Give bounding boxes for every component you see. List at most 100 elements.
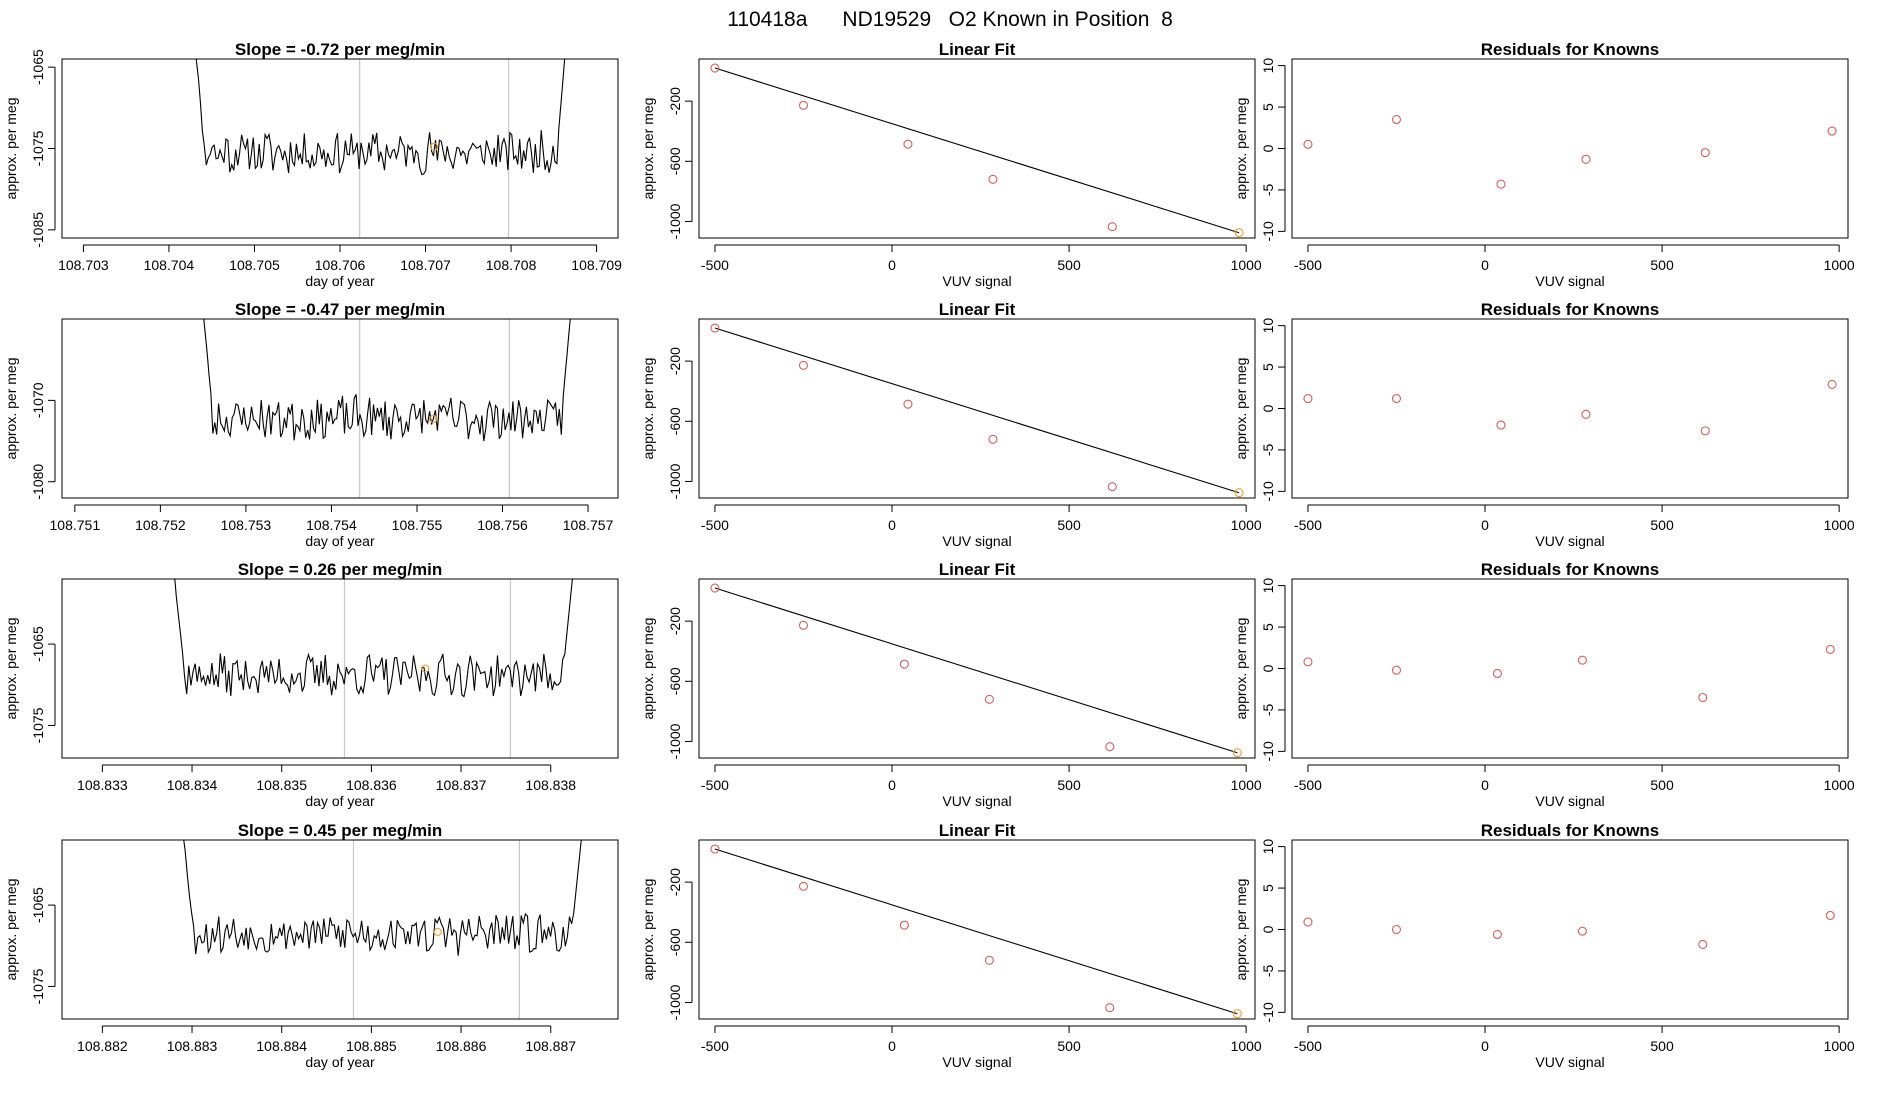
y-axis: -1065 -1075 -1085 approx. per meg bbox=[3, 49, 56, 248]
x-axis-label: VUV signal bbox=[942, 1054, 1011, 1070]
data-point bbox=[903, 399, 913, 409]
plot-frame bbox=[698, 839, 1256, 1020]
panel-8: -500 0 500 1000 VUV signal -200 -600 -1000 appro… bbox=[640, 560, 1262, 809]
y-tick-label: 0 bbox=[1260, 144, 1276, 152]
y-tick-label: -600 bbox=[667, 928, 683, 956]
x-axis-label: VUV signal bbox=[1535, 533, 1604, 549]
y-tick-label: -5 bbox=[1260, 703, 1276, 716]
panel-title: Slope = -0.72 per meg/min bbox=[235, 40, 445, 59]
y-tick-label: -600 bbox=[667, 147, 683, 175]
data-point bbox=[1825, 910, 1835, 920]
y-tick-label: 5 bbox=[1260, 623, 1276, 631]
y-tick-label: -200 bbox=[667, 87, 683, 115]
data-trace bbox=[195, 59, 566, 176]
y-axis-label: approx. per meg bbox=[1233, 879, 1249, 981]
x-tick-label: 108.704 bbox=[144, 257, 195, 273]
data-trace bbox=[203, 319, 571, 442]
y-axis: -200 -600 -1000 approx. per meg bbox=[640, 87, 693, 239]
y-axis-label: approx. per meg bbox=[3, 358, 19, 460]
x-axis: 108.882 108.883 108.884 108.885 108.886 108.8… bbox=[77, 1025, 576, 1070]
y-tick-label: -1065 bbox=[30, 49, 46, 85]
y-tick-label: -10 bbox=[1260, 741, 1276, 761]
x-axis: -500 0 500 1000 VUV signal bbox=[701, 1025, 1262, 1070]
x-tick-label: -500 bbox=[1294, 257, 1322, 273]
x-tick-label: -500 bbox=[1294, 1038, 1322, 1054]
y-axis: 10 5 0 -5 -10 approx. per meg bbox=[1233, 578, 1286, 761]
x-axis: -500 0 500 1000 VUV signal bbox=[1294, 244, 1855, 289]
y-axis: 10 5 0 -5 -10 approx. per meg bbox=[1233, 318, 1286, 501]
panel-title: Residuals for Knowns bbox=[1481, 40, 1660, 59]
panel-4: 108.751 108.752 108.753 108.754 108.755 108.7… bbox=[3, 300, 619, 549]
y-axis-label: approx. per meg bbox=[1233, 98, 1249, 200]
panel-11: -500 0 500 1000 VUV signal -200 -600 -1000 appro… bbox=[640, 821, 1262, 1070]
y-tick-label: -1065 bbox=[30, 626, 46, 662]
y-tick-label: -10 bbox=[1260, 1002, 1276, 1022]
x-tick-label: 0 bbox=[888, 777, 896, 793]
y-axis: 10 5 0 -5 -10 approx. per meg bbox=[1233, 58, 1286, 241]
panel-7: 108.833 108.834 108.835 108.836 108.837 108.8… bbox=[3, 560, 619, 809]
x-tick-label: 108.754 bbox=[306, 517, 357, 533]
x-tick-label: 1000 bbox=[1824, 777, 1855, 793]
x-tick-label: 0 bbox=[888, 517, 896, 533]
x-tick-label: 1000 bbox=[1824, 257, 1855, 273]
x-tick-label: 0 bbox=[1481, 1038, 1489, 1054]
x-tick-label: 1000 bbox=[1231, 1038, 1262, 1054]
data-point bbox=[1496, 179, 1506, 189]
x-tick-label: 108.883 bbox=[167, 1038, 218, 1054]
x-tick-label: 108.709 bbox=[571, 257, 622, 273]
y-tick-label: -5 bbox=[1260, 183, 1276, 196]
y-tick-label: -1075 bbox=[30, 968, 46, 1004]
y-axis-label: approx. per meg bbox=[1233, 358, 1249, 460]
panels: 108.703 108.704 108.705 108.706 108.707 108.7… bbox=[3, 40, 1855, 1070]
y-tick-label: -1070 bbox=[30, 382, 46, 418]
data-point bbox=[1698, 692, 1708, 703]
x-tick-label: 108.887 bbox=[525, 1038, 576, 1054]
data-point bbox=[984, 955, 994, 965]
x-tick-label: 108.756 bbox=[477, 517, 528, 533]
fit-line bbox=[714, 327, 1240, 494]
data-point bbox=[1825, 644, 1835, 654]
x-axis-label: day of year bbox=[305, 273, 375, 289]
plot-frame bbox=[1291, 318, 1849, 499]
data-point bbox=[710, 63, 720, 73]
plot-frame bbox=[1291, 839, 1849, 1020]
x-tick-label: 108.751 bbox=[50, 517, 101, 533]
x-tick-label: -500 bbox=[1294, 777, 1322, 793]
x-tick-label: 500 bbox=[1650, 1038, 1674, 1054]
data-point bbox=[710, 323, 720, 333]
x-axis: 108.703 108.704 108.705 108.706 108.707 108.7… bbox=[58, 244, 622, 289]
y-tick-label: 10 bbox=[1260, 318, 1276, 334]
panel-title: Slope = 0.45 per meg/min bbox=[238, 821, 443, 840]
x-axis-label: VUV signal bbox=[942, 533, 1011, 549]
panel-6: -500 0 500 1000 VUV signal 10 5 0 -5 -10 approx. p… bbox=[1233, 300, 1855, 549]
x-tick-label: 1000 bbox=[1824, 1038, 1855, 1054]
x-tick-label: -500 bbox=[701, 1038, 729, 1054]
x-tick-label: 1000 bbox=[1231, 257, 1262, 273]
y-tick-label: 5 bbox=[1260, 363, 1276, 371]
y-tick-label: -10 bbox=[1260, 221, 1276, 241]
panel-5: -500 0 500 1000 VUV signal -200 -600 -1000 appro… bbox=[640, 300, 1262, 549]
panel-title: Linear Fit bbox=[939, 300, 1016, 319]
x-axis: -500 0 500 1000 VUV signal bbox=[1294, 764, 1855, 809]
fit-line bbox=[714, 848, 1238, 1015]
y-tick-label: -1085 bbox=[30, 212, 46, 248]
y-axis: -1070 -1080 approx. per meg bbox=[3, 358, 56, 500]
data-point bbox=[1700, 148, 1710, 158]
y-tick-label: -1000 bbox=[667, 723, 683, 759]
panel-title: Residuals for Knowns bbox=[1481, 560, 1660, 579]
plot-frame bbox=[61, 839, 619, 1020]
x-axis: 108.751 108.752 108.753 108.754 108.755 108.7… bbox=[50, 504, 614, 549]
panel-9: -500 0 500 1000 VUV signal 10 5 0 -5 -10 approx. p… bbox=[1233, 560, 1855, 809]
data-point bbox=[899, 659, 909, 669]
y-axis-label: approx. per meg bbox=[640, 98, 656, 200]
x-tick-label: 108.835 bbox=[256, 777, 307, 793]
y-tick-label: 0 bbox=[1260, 925, 1276, 933]
x-tick-label: 1000 bbox=[1824, 517, 1855, 533]
x-tick-label: 500 bbox=[1057, 1038, 1081, 1054]
data-point bbox=[1581, 154, 1591, 164]
data-point bbox=[710, 583, 720, 593]
data-point bbox=[1107, 222, 1117, 232]
x-axis-label: VUV signal bbox=[1535, 793, 1604, 809]
data-point bbox=[984, 694, 994, 704]
y-axis-label: approx. per meg bbox=[1233, 618, 1249, 720]
